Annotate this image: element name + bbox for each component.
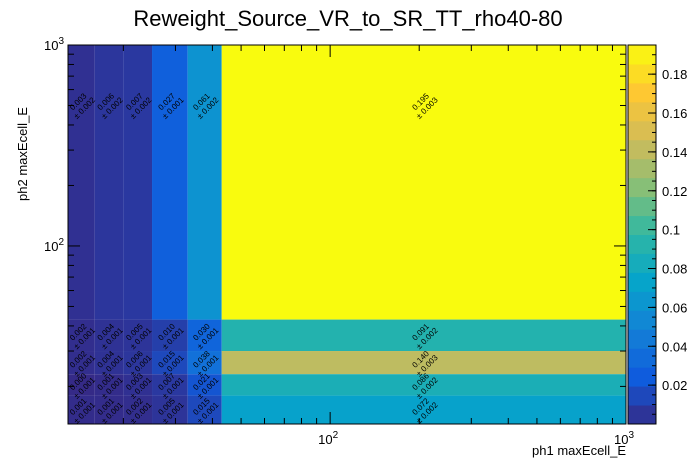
heatmap-cell <box>94 351 124 375</box>
colorbar-band <box>628 405 656 425</box>
y-axis: 102 103 <box>44 36 626 387</box>
colorbar-band <box>628 215 656 235</box>
colorbar-tick-label: 0.14 <box>662 145 687 160</box>
x-axis-label: ph1 maxEcell_E <box>532 443 626 458</box>
colorbar-band <box>628 45 656 65</box>
colorbar-band <box>628 329 656 349</box>
heatmap-cell <box>152 351 188 375</box>
heatmap-cells <box>68 45 627 424</box>
heatmap-cell <box>187 319 222 352</box>
x-axis: 102 103 <box>122 45 634 447</box>
colorbar-band <box>628 386 656 406</box>
colorbar-band <box>628 272 656 292</box>
heatmap-cell <box>68 351 95 375</box>
colorbar-band <box>628 348 656 368</box>
y-axis-label: ph2 maxEcell_E <box>15 107 30 201</box>
heatmap-cell <box>152 319 188 352</box>
colorbar-band <box>628 196 656 217</box>
heatmap-cell <box>68 395 95 424</box>
heatmap-cell <box>221 395 627 424</box>
colorbar-band <box>628 82 656 103</box>
heatmap-cell <box>152 45 188 320</box>
heatmap-cell <box>94 395 124 424</box>
heatmap-cell <box>68 374 95 396</box>
colorbar-tick-label: 0.08 <box>662 262 687 277</box>
y-tick-label: 103 <box>44 36 64 53</box>
colorbar-band <box>628 139 656 160</box>
colorbar-band <box>628 63 656 84</box>
colorbar-tick-label: 0.02 <box>662 378 687 393</box>
colorbar-band <box>628 101 656 122</box>
heatmap-cell <box>187 395 222 424</box>
heatmap-cell <box>187 351 222 375</box>
heatmap-cell <box>68 45 95 320</box>
colorbar-tick-label: 0.16 <box>662 106 687 121</box>
heatmap-cell <box>152 374 188 396</box>
heatmap-cell <box>152 395 188 424</box>
heatmap-cell <box>68 319 95 352</box>
colorbar-band <box>628 234 656 254</box>
x-tick-label: 102 <box>318 430 338 447</box>
chart-title: Reweight_Source_VR_to_SR_TT_rho40-80 <box>133 6 562 31</box>
heatmap-cell <box>94 374 124 396</box>
colorbar-band <box>628 291 656 311</box>
heatmap-cell <box>187 374 222 396</box>
colorbar-tick-label: 0.18 <box>662 67 687 82</box>
colorbar-band <box>628 310 656 330</box>
colorbar-band <box>628 253 656 273</box>
colorbar-band <box>628 177 656 198</box>
colorbar-tick-label: 0.12 <box>662 184 687 199</box>
y-tick-label: 102 <box>44 237 64 254</box>
heatmap-cell <box>221 374 627 396</box>
colorbar-tick-label: 0.04 <box>662 339 687 354</box>
heatmap-cell <box>123 351 153 375</box>
colorbar-tick-label: 0.1 <box>662 223 680 238</box>
colorbar-frame <box>627 44 657 425</box>
heatmap-cell <box>221 319 627 352</box>
heatmap-cell <box>94 45 124 320</box>
heatmap-cell <box>221 45 627 320</box>
colorbar-band <box>628 120 656 141</box>
colorbar-tick-label: 0.06 <box>662 300 687 315</box>
colorbar-band <box>628 158 656 179</box>
heatmap-cell <box>123 319 153 352</box>
x-tick-label: 103 <box>614 430 634 447</box>
heatmap-cell <box>187 45 222 320</box>
colorbar-band <box>628 367 656 387</box>
heatmap-cell <box>123 45 153 320</box>
heatmap-cell <box>221 351 627 375</box>
heatmap-cell <box>123 374 153 396</box>
colorbar: 0.02 0.04 0.06 0.08 0.1 0.12 0.14 0.16 0.18 <box>627 44 687 425</box>
plot-frame <box>67 44 627 425</box>
heatmap-cell <box>94 319 124 352</box>
heatmap-cell <box>123 395 153 424</box>
